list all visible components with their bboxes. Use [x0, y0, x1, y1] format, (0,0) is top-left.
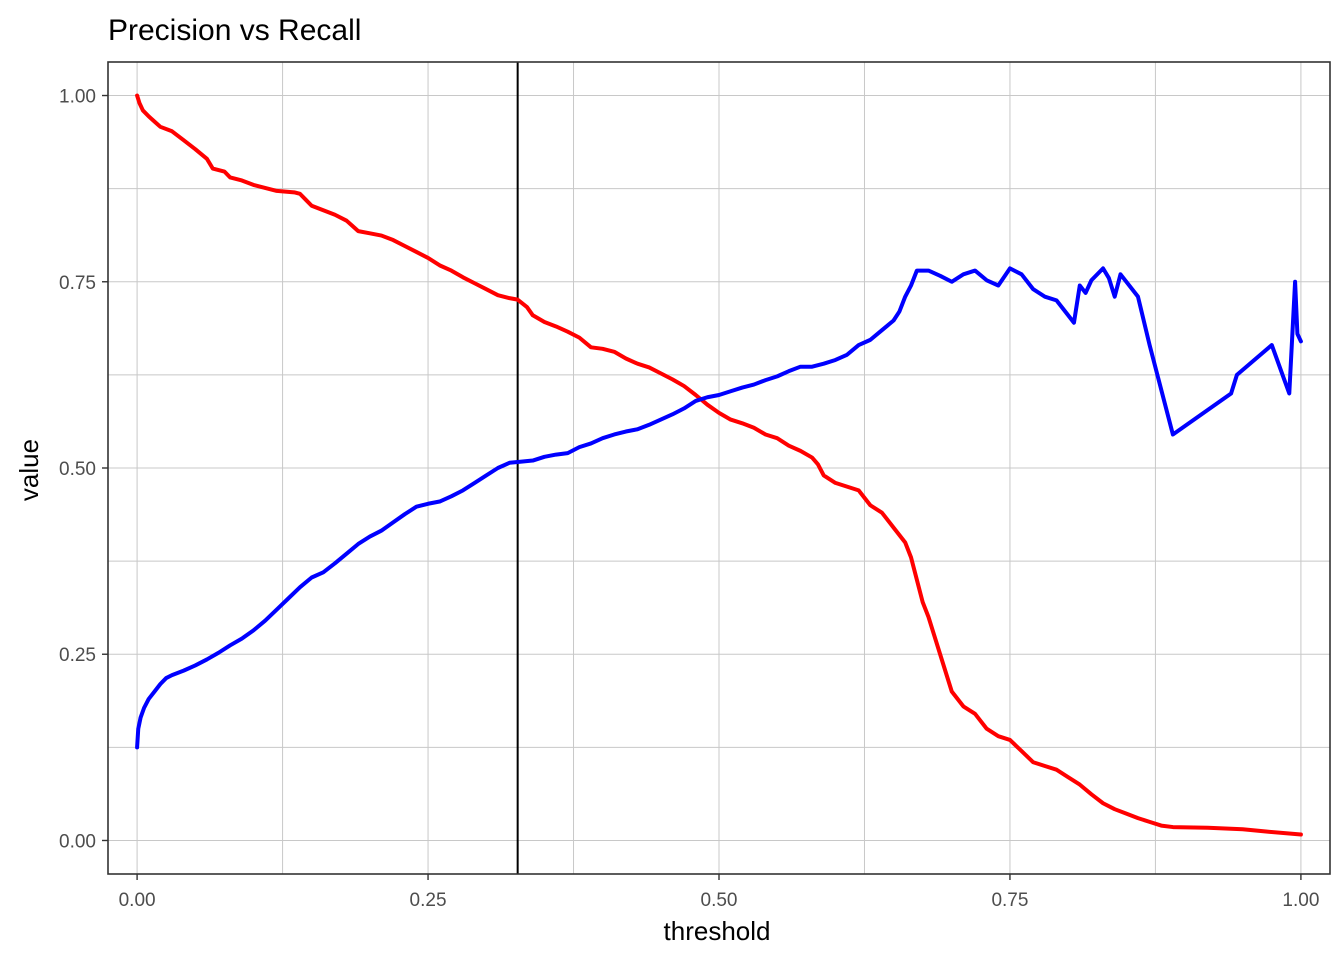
- y-axis-title: value: [14, 439, 44, 501]
- series-line-2: [135, 266, 1303, 750]
- series-line-1: [135, 93, 1303, 837]
- y-tick-label: 0.50: [59, 459, 96, 480]
- gridlines: [108, 62, 1330, 874]
- x-tick-label: 0.75: [991, 890, 1028, 911]
- x-tick-label: 0.00: [119, 890, 156, 911]
- chart-title: Precision vs Recall: [108, 14, 361, 47]
- y-tick-label: 1.00: [59, 87, 96, 108]
- axis-ticks: [102, 94, 1302, 880]
- y-tick-label: 0.00: [59, 831, 96, 852]
- y-tick-label: 0.75: [59, 273, 96, 294]
- y-tick-label: 0.25: [59, 645, 96, 666]
- x-tick-labels: 0.00 0.25 0.50 0.75 1.00: [119, 890, 1320, 911]
- x-tick-label: 0.25: [410, 890, 447, 911]
- series-layer: [135, 93, 1303, 837]
- x-tick-label: 0.50: [701, 890, 738, 911]
- x-axis-title: threshold: [664, 916, 771, 946]
- x-tick-label: 1.00: [1282, 890, 1319, 911]
- y-tick-labels: 0.00 0.25 0.50 0.75 1.00: [59, 87, 96, 853]
